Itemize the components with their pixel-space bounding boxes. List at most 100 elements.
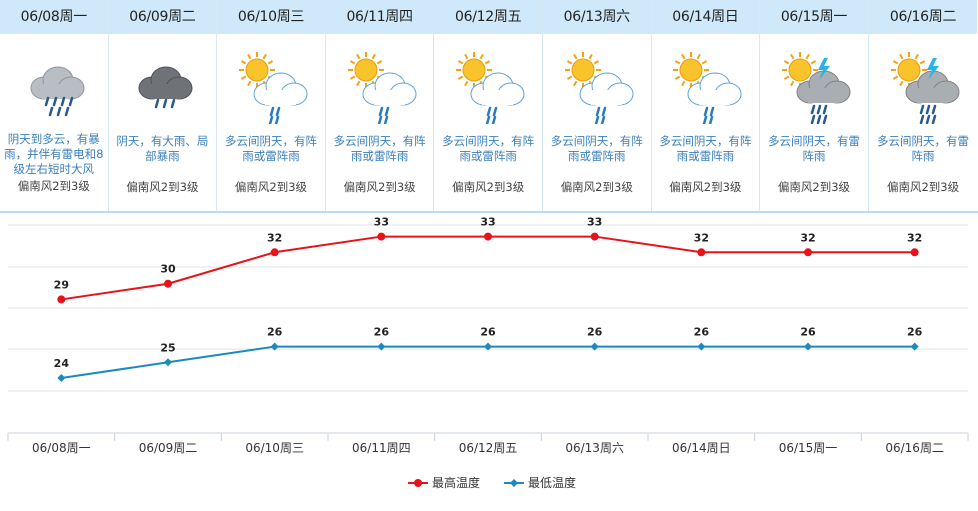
data-point <box>270 342 279 351</box>
legend-marker <box>510 479 518 487</box>
forecast-wind: 偏南风2到3级 <box>17 179 90 193</box>
data-label: 32 <box>694 231 709 244</box>
data-label: 32 <box>907 231 922 244</box>
forecast-date: 06/09周二 <box>108 0 217 34</box>
forecast-description: 多云间阴天，有雷阵雨 <box>767 134 860 163</box>
forecast-description: 多云间阴天，有阵雨或雷阵雨 <box>333 134 426 163</box>
legend-item[interactable]: 最高温度 <box>408 475 480 490</box>
sun-thunderstorm-icon <box>760 34 868 134</box>
sun-cloud-shower-icon <box>543 34 651 134</box>
data-point <box>804 248 812 257</box>
chart-grid <box>8 224 968 392</box>
x-tick-label: 06/12周五 <box>459 441 518 455</box>
forecast-day: 06/13周六 多云间阴天，有阵雨或雷阵雨 偏南风2到3级 <box>542 0 652 212</box>
data-label: 26 <box>694 326 710 339</box>
series-line <box>61 235 915 301</box>
data-point <box>57 295 66 304</box>
data-point <box>697 342 706 351</box>
sun-thunderstorm-icon <box>869 34 978 134</box>
forecast-day: 06/14周日 多云间阴天，有阵雨或雷阵雨 偏南风2到3级 <box>651 0 761 212</box>
data-point <box>270 248 279 257</box>
sun-cloud-shower-icon <box>652 34 760 134</box>
forecast-day: 06/11周四 多云间阴天，有阵雨或雷阵雨 偏南风2到3级 <box>325 0 435 212</box>
series-line <box>61 345 915 379</box>
forecast-wind: 偏南风2到3级 <box>669 180 742 194</box>
forecast-date: 06/11周四 <box>325 0 434 34</box>
data-label: 26 <box>480 326 496 339</box>
legend-marker <box>414 479 422 487</box>
forecast-day: 06/15周一 多云间阴天，有雷阵雨 偏南风2到3级 <box>760 0 869 212</box>
data-point <box>910 342 919 351</box>
chart-series <box>57 232 919 382</box>
chart-value-labels: 29 30 32 33 33 33 32 32 32 24 25 26 26 26 26 26 26 26 <box>54 216 923 370</box>
forecast-date: 06/08周一 <box>0 0 108 34</box>
data-label: 26 <box>907 326 923 339</box>
divider <box>0 211 978 213</box>
data-point <box>910 248 919 257</box>
legend-label: 最低温度 <box>528 475 576 490</box>
x-tick-label: 06/08周一 <box>32 441 91 455</box>
data-point <box>590 232 599 241</box>
forecast-wind: 偏南风2到3级 <box>452 180 525 194</box>
forecast-wind: 偏南风2到3级 <box>886 180 960 194</box>
data-point <box>697 248 706 257</box>
data-point <box>484 232 492 241</box>
forecast-description: 多云间阴天，有阵雨或雷阵雨 <box>659 134 752 163</box>
data-label: 33 <box>587 216 602 229</box>
x-tick-label: 06/13周六 <box>565 441 624 455</box>
forecast-date: 06/13周六 <box>542 0 651 34</box>
data-label: 30 <box>160 263 176 276</box>
forecast-date: 06/12周五 <box>434 0 542 34</box>
forecast-description: 阴天，有大雨、局部暴雨 <box>116 134 209 163</box>
forecast-description: 阴天到多云，有暴雨，并伴有雷电和8级左右短时大风 <box>4 132 104 176</box>
x-tick-label: 06/09周二 <box>139 441 198 455</box>
x-tick-label: 06/16周二 <box>885 441 944 455</box>
data-label: 33 <box>374 216 389 229</box>
forecast-description: 多云间阴天，有雷阵雨 <box>877 134 970 163</box>
sun-cloud-shower-icon <box>326 34 434 134</box>
forecast-wind: 偏南风2到3级 <box>777 180 851 194</box>
data-label: 26 <box>800 326 816 339</box>
chart-legend[interactable]: 最高温度 最低温度 <box>408 475 576 490</box>
data-label: 29 <box>54 278 69 291</box>
data-point <box>484 342 492 351</box>
data-label: 26 <box>267 326 283 339</box>
data-label: 25 <box>160 341 175 354</box>
data-label: 32 <box>267 231 282 244</box>
forecast-date: 06/10周三 <box>217 0 325 34</box>
forecast-day: 06/10周三 多云间阴天，有阵雨或雷阵雨 偏南风2到3级 <box>217 0 326 212</box>
temperature-chart: 06/08周一 06/09周二 06/10周三 06/11周四 06/12周五 06/13… <box>7 216 969 490</box>
forecast-day: 06/08周一 阴天到多云，有暴雨，并伴有雷电和8级左右短时大风 偏南风2到3级 <box>0 0 109 212</box>
forecast-wind: 偏南风2到3级 <box>343 180 416 194</box>
heavy-storm-cloud-icon <box>109 34 217 134</box>
data-point <box>377 232 386 241</box>
data-label: 33 <box>480 216 495 229</box>
data-label: 24 <box>54 357 70 370</box>
forecast-wind: 偏南风2到3级 <box>234 180 308 194</box>
legend-label: 最高温度 <box>432 475 480 490</box>
forecast-description: 多云间阴天，有阵雨或雷阵雨 <box>550 134 643 163</box>
forecast-day: 06/12周五 多云间阴天，有阵雨或雷阵雨 偏南风2到3级 <box>434 0 543 212</box>
data-point <box>164 279 172 288</box>
forecast-date: 06/15周一 <box>760 0 868 34</box>
x-tick-label: 06/11周四 <box>352 441 411 455</box>
data-point <box>164 358 172 367</box>
data-point <box>590 342 599 351</box>
heavy-rain-thunder-icon <box>0 34 108 134</box>
forecast-strip: 06/08周一 阴天到多云，有暴雨，并伴有雷电和8级左右短时大风 偏南风2到3级… <box>0 0 978 212</box>
forecast-wind: 偏南风2到3级 <box>560 180 633 194</box>
chart-x-axis: 06/08周一 06/09周二 06/10周三 06/11周四 06/12周五 06/13… <box>7 432 969 455</box>
data-point <box>804 342 812 351</box>
data-point <box>377 342 386 351</box>
forecast-wind: 偏南风2到3级 <box>126 180 199 194</box>
data-label: 26 <box>587 326 603 339</box>
legend-item[interactable]: 最低温度 <box>504 475 576 490</box>
sun-cloud-shower-icon <box>217 34 325 134</box>
x-tick-label: 06/14周日 <box>672 441 731 455</box>
forecast-day: 06/16周二 多云间阴天，有雷阵雨 偏南风2到3级 <box>868 0 978 212</box>
data-point <box>57 374 66 382</box>
forecast-day: 06/09周二 阴天，有大雨、局部暴雨 偏南风2到3级 <box>108 0 218 212</box>
forecast-description: 多云间阴天，有阵雨或雷阵雨 <box>442 134 535 163</box>
x-tick-label: 06/10周三 <box>245 441 304 455</box>
sun-cloud-shower-icon <box>434 34 542 134</box>
